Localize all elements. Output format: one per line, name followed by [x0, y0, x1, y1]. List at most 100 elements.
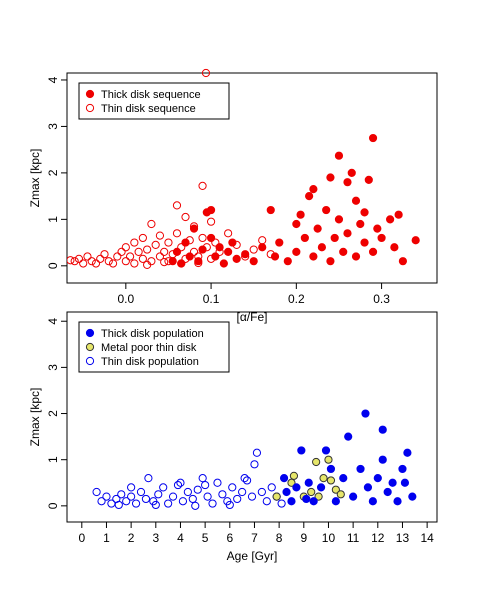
point	[160, 257, 169, 267]
point	[313, 224, 322, 233]
point	[198, 181, 207, 190]
point	[393, 497, 402, 506]
point	[326, 173, 335, 182]
point	[100, 250, 109, 259]
point	[312, 457, 321, 467]
point	[383, 487, 392, 497]
point	[181, 212, 190, 222]
point	[181, 238, 190, 247]
point	[92, 487, 101, 497]
point	[249, 245, 258, 254]
point	[183, 487, 192, 497]
point	[390, 243, 399, 252]
x-tick-label: 0.2	[288, 292, 305, 306]
point	[368, 247, 378, 256]
x-tick-label: 4	[177, 531, 184, 545]
point	[117, 247, 126, 256]
point	[185, 252, 194, 261]
y-axis-label: Zmax [kpc]	[28, 388, 42, 447]
point	[319, 474, 328, 483]
point	[74, 254, 84, 263]
point	[189, 224, 199, 233]
y-tick-label: 3	[46, 123, 60, 130]
point	[351, 252, 361, 261]
point	[287, 478, 296, 487]
y-tick-label: 2	[46, 169, 60, 176]
point	[232, 254, 241, 263]
point	[316, 483, 326, 492]
x-tick-label: 8	[276, 531, 283, 545]
point	[164, 499, 173, 508]
point	[292, 247, 301, 256]
point	[213, 478, 222, 487]
point	[154, 490, 163, 499]
y-tick-label: 1	[46, 216, 60, 223]
point	[360, 208, 369, 217]
point	[322, 205, 331, 215]
point	[224, 247, 233, 256]
point	[283, 257, 292, 266]
point	[191, 501, 200, 510]
x-tick-label: 1	[103, 531, 110, 545]
point	[96, 254, 105, 263]
point	[228, 238, 237, 247]
point	[201, 480, 210, 490]
point	[203, 492, 212, 501]
x-tick-label: 14	[420, 531, 434, 545]
point	[189, 247, 199, 256]
point	[356, 219, 365, 229]
point	[168, 257, 177, 266]
point	[373, 474, 382, 483]
y-axis-label: Zmax [kpc]	[28, 149, 42, 208]
point	[130, 238, 139, 247]
point	[138, 254, 147, 263]
point	[155, 252, 165, 261]
point	[326, 464, 336, 474]
point	[211, 252, 220, 261]
x-tick-label: 9	[300, 531, 307, 545]
point	[70, 257, 79, 266]
point	[164, 238, 173, 247]
point	[361, 409, 370, 418]
legend-marker	[85, 89, 95, 99]
point	[102, 492, 111, 501]
point	[309, 185, 318, 194]
point	[400, 478, 410, 487]
point	[215, 243, 224, 252]
point	[247, 492, 257, 501]
point	[386, 215, 395, 224]
point	[172, 247, 182, 256]
point	[155, 231, 165, 240]
point	[309, 252, 318, 261]
point	[258, 236, 267, 245]
point	[257, 487, 266, 497]
point	[377, 233, 386, 243]
point	[147, 257, 156, 266]
point	[304, 478, 313, 487]
point	[198, 474, 207, 483]
point	[67, 256, 75, 265]
point	[388, 478, 397, 487]
point	[159, 483, 168, 492]
point	[144, 474, 153, 483]
point	[108, 259, 118, 268]
point	[279, 474, 289, 483]
point	[394, 210, 403, 219]
point	[403, 448, 412, 457]
x-tick-label: 0.3	[373, 292, 390, 306]
x-axis-label: Age [Gyr]	[227, 549, 278, 563]
point	[122, 497, 131, 506]
x-tick-label: 0	[78, 531, 85, 545]
legend-label: Thin disk population	[101, 356, 199, 368]
legend-marker	[85, 328, 95, 338]
point	[339, 474, 348, 483]
point	[225, 500, 234, 510]
point	[272, 492, 281, 501]
point	[408, 492, 417, 501]
point	[267, 483, 276, 492]
point	[104, 257, 113, 266]
point	[198, 245, 207, 254]
point	[300, 233, 309, 243]
point	[249, 257, 258, 266]
